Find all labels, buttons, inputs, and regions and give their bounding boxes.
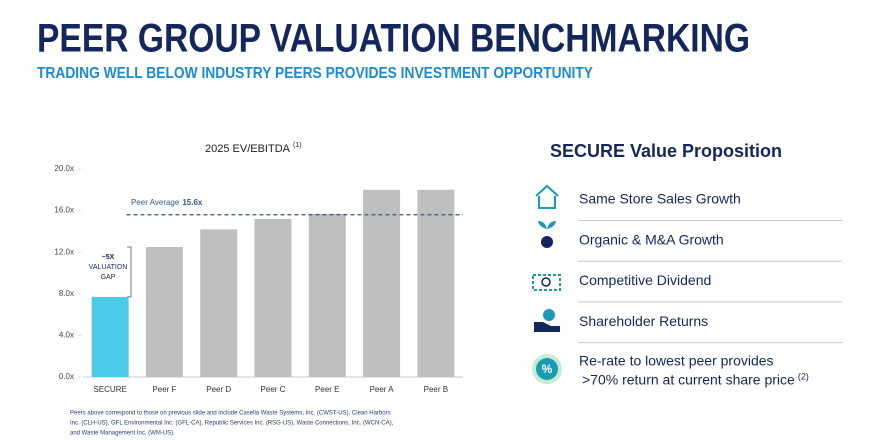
icon-percent: % xyxy=(532,354,562,384)
panel-title: SECURE Value Proposition xyxy=(550,141,782,161)
bar xyxy=(363,189,401,377)
bar xyxy=(91,296,129,377)
gap-annotation: ~5X xyxy=(102,254,115,261)
proposition-item: Organic & M&A Growth xyxy=(579,231,724,247)
proposition-item: Shareholder Returns xyxy=(579,313,708,329)
y-tick-label: 20.0x xyxy=(54,164,74,173)
footnote: Inc. (CLH-US), GFL Environmental Inc. (G… xyxy=(70,421,394,427)
gap-bracket xyxy=(127,246,132,298)
reference-value-label: 15.6x xyxy=(182,198,203,207)
proposition-item: Competitive Dividend xyxy=(579,272,711,288)
icon-growth xyxy=(538,221,556,248)
proposition-note: (2) xyxy=(798,371,809,381)
bar xyxy=(254,218,292,377)
y-tick-label: 12.0x xyxy=(54,247,74,256)
x-tick-label: SECURE xyxy=(93,385,126,394)
chart-title-note: (1) xyxy=(293,142,302,149)
icon-store xyxy=(535,184,559,209)
reference-label: Peer Average xyxy=(131,198,180,207)
x-tick-label: Peer C xyxy=(261,385,286,394)
bar xyxy=(200,229,238,377)
proposition-highlight: Re-rate to lowest peer provides xyxy=(579,353,774,369)
svg-text:%: % xyxy=(542,362,553,376)
x-tick-label: Peer B xyxy=(424,385,448,394)
gap-annotation: VALUATION xyxy=(89,264,128,271)
proposition-item: Same Store Sales Growth xyxy=(579,191,741,207)
slide-title: PEER GROUP VALUATION BENCHMARKING xyxy=(37,17,750,61)
bar xyxy=(308,213,346,377)
icon-dividend xyxy=(532,274,561,291)
x-tick-label: Peer D xyxy=(206,385,231,394)
proposition-highlight: >70% return at current share price xyxy=(582,372,795,388)
y-tick-label: 0.0x xyxy=(59,372,74,381)
x-tick-label: Peer F xyxy=(152,385,176,394)
bar xyxy=(417,189,455,377)
y-tick-label: 16.0x xyxy=(54,206,74,215)
icon-returns xyxy=(534,309,560,332)
gap-annotation: GAP xyxy=(101,274,116,281)
x-tick-label: Peer E xyxy=(315,385,339,394)
bar xyxy=(145,247,183,377)
y-tick-label: 4.0x xyxy=(59,331,74,340)
footnote: and Waste Management Inc. (WM-US). xyxy=(70,431,175,437)
slide-subtitle: TRADING WELL BELOW INDUSTRY PEERS PROVID… xyxy=(37,65,593,82)
footnote: Peers above correspond to those on previ… xyxy=(70,411,391,417)
x-tick-label: Peer A xyxy=(370,385,395,394)
y-tick-label: 8.0x xyxy=(59,289,74,298)
chart-title: 2025 EV/EBITDA xyxy=(205,143,291,155)
